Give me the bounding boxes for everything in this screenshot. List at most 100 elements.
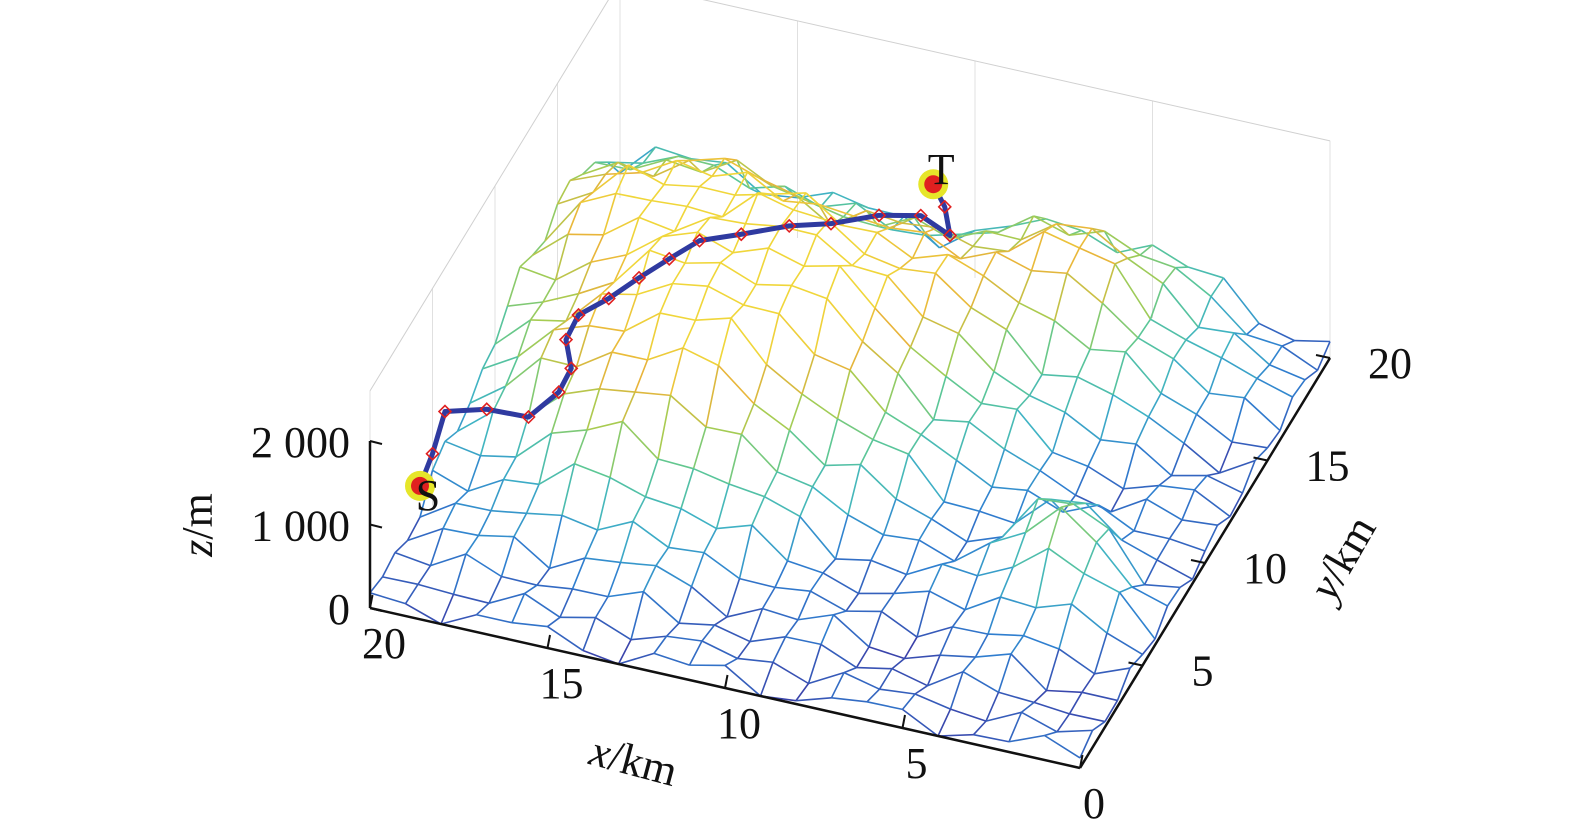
planned-path: ST bbox=[405, 145, 958, 520]
mesh-edge bbox=[1141, 638, 1156, 655]
mesh-edge bbox=[770, 192, 807, 195]
mesh-edge bbox=[1094, 667, 1131, 675]
mesh-edge bbox=[1245, 322, 1260, 336]
mesh-edge bbox=[870, 534, 885, 561]
mesh-edge bbox=[697, 231, 734, 254]
mesh-edge bbox=[1183, 413, 1198, 444]
mesh-edge bbox=[782, 200, 819, 205]
mesh-edge bbox=[841, 224, 878, 234]
mesh-edge bbox=[792, 192, 807, 211]
mesh-edge bbox=[630, 159, 667, 171]
mesh-edge bbox=[503, 478, 540, 486]
mesh-edge bbox=[1068, 691, 1083, 715]
mesh-edge bbox=[1056, 713, 1071, 733]
mesh-edge bbox=[1037, 497, 1074, 505]
mesh-edge bbox=[1148, 416, 1185, 444]
mesh-edge bbox=[511, 593, 526, 624]
mesh-edge bbox=[1020, 223, 1057, 241]
mesh-edge bbox=[1104, 230, 1141, 256]
mesh-edge bbox=[999, 566, 1014, 598]
mesh-edge bbox=[478, 534, 515, 538]
mesh-edge bbox=[417, 583, 454, 596]
mesh-edge bbox=[596, 477, 611, 531]
mesh-edge bbox=[1039, 451, 1054, 472]
z-tick-mark bbox=[369, 523, 383, 529]
mesh-edge bbox=[1023, 634, 1060, 650]
mesh-edge bbox=[899, 257, 914, 270]
mesh-edge bbox=[874, 275, 889, 309]
mesh-edge bbox=[621, 420, 659, 460]
mesh-edge bbox=[455, 502, 492, 512]
mesh-edge bbox=[490, 509, 527, 515]
mesh-edge bbox=[835, 558, 872, 562]
mesh-edge bbox=[686, 186, 701, 207]
mesh-edge bbox=[849, 369, 887, 413]
mesh-edge bbox=[998, 691, 1035, 704]
mesh-edge bbox=[746, 171, 784, 202]
mesh-edge bbox=[606, 161, 621, 174]
mesh-edge bbox=[692, 426, 707, 469]
mesh-edge bbox=[882, 498, 897, 536]
mesh-edge bbox=[1055, 223, 1070, 236]
mesh-edge bbox=[916, 590, 931, 638]
mesh-edge bbox=[1241, 460, 1256, 494]
mesh-edge bbox=[678, 622, 715, 626]
mesh-edge bbox=[686, 205, 723, 218]
mesh-edge bbox=[663, 183, 700, 188]
mesh-edge bbox=[559, 588, 574, 618]
mesh-edge bbox=[626, 235, 663, 256]
mesh-edge bbox=[765, 363, 803, 395]
mesh-edge bbox=[1160, 392, 1197, 415]
mesh-edge bbox=[701, 640, 738, 660]
mesh-edge bbox=[962, 656, 977, 673]
mesh-edge bbox=[742, 284, 757, 306]
mesh-edge bbox=[785, 636, 822, 646]
mesh-edge bbox=[893, 590, 930, 595]
mesh-edge bbox=[1108, 528, 1146, 586]
mesh-edge bbox=[1137, 337, 1174, 360]
mesh-edge bbox=[527, 357, 542, 416]
mesh-edge bbox=[842, 202, 857, 218]
mesh-edge bbox=[897, 346, 912, 374]
mesh-edge bbox=[1095, 541, 1133, 588]
mesh-edge bbox=[1147, 392, 1162, 418]
mesh-edge bbox=[475, 602, 490, 616]
mesh-edge bbox=[465, 553, 502, 578]
mesh-edge bbox=[482, 355, 519, 370]
mesh-edge bbox=[1045, 648, 1060, 691]
mesh-edge bbox=[1246, 333, 1283, 347]
x-tick-mark bbox=[901, 714, 906, 729]
mesh-edge bbox=[476, 613, 513, 624]
mesh-edge bbox=[755, 283, 792, 287]
mesh-edge bbox=[1169, 537, 1206, 552]
mesh-edge bbox=[1149, 283, 1164, 320]
mesh-edge bbox=[728, 483, 765, 498]
mesh-edge bbox=[1218, 441, 1233, 474]
mesh-edge bbox=[1046, 689, 1083, 694]
mesh-edge bbox=[740, 433, 778, 473]
mesh-edge bbox=[824, 463, 861, 467]
mesh-edge bbox=[444, 440, 481, 457]
path-waypoint-marker bbox=[521, 409, 536, 425]
mesh-edge bbox=[565, 293, 580, 322]
mesh-edge bbox=[831, 696, 868, 703]
mesh-edge bbox=[1076, 349, 1091, 378]
mesh-edge bbox=[609, 476, 646, 498]
mesh-edge bbox=[857, 560, 872, 594]
mesh-edge bbox=[542, 292, 579, 303]
mesh-edge bbox=[1191, 550, 1206, 580]
mesh-edge bbox=[772, 661, 809, 685]
mesh-edge bbox=[922, 316, 959, 335]
mesh-edge bbox=[739, 577, 776, 589]
mesh-edge bbox=[628, 164, 665, 186]
mesh-edge bbox=[642, 591, 680, 624]
mesh-edge bbox=[611, 351, 648, 361]
mesh-edge bbox=[1204, 524, 1219, 552]
mesh-edge bbox=[732, 247, 769, 254]
mesh-edge bbox=[690, 585, 728, 618]
mesh-edge bbox=[808, 671, 845, 685]
mesh-edge bbox=[993, 370, 1030, 397]
mesh-edge bbox=[868, 611, 883, 648]
mesh-edge bbox=[832, 614, 870, 648]
mesh-edge bbox=[567, 202, 582, 235]
